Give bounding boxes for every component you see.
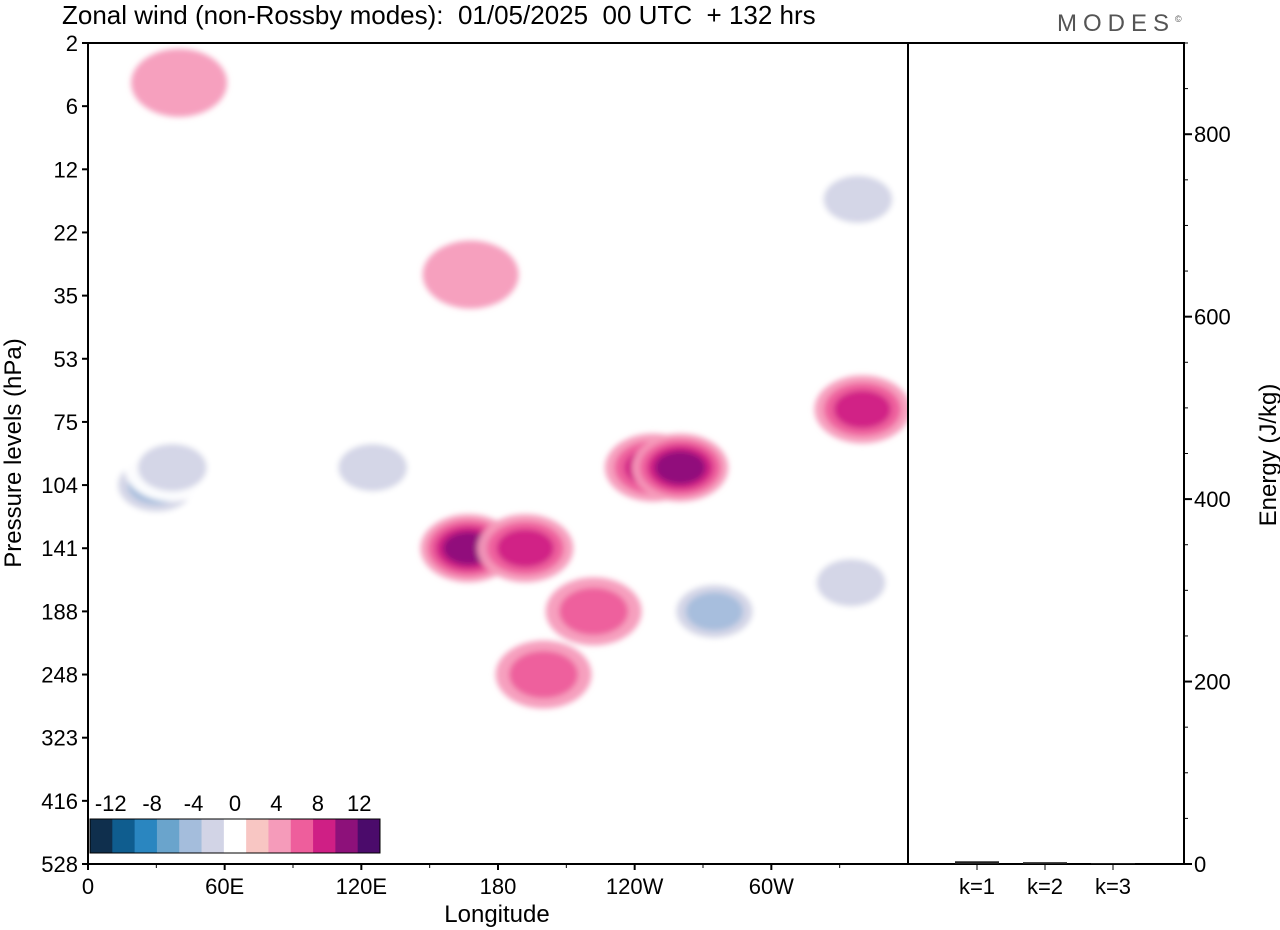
energy-bar xyxy=(1091,863,1135,865)
longitude-axis: 0 60E 120E 180 120W 60W xyxy=(82,864,841,899)
longitude-tick-label: 120W xyxy=(606,874,664,899)
chart-title: Zonal wind (non-Rossby modes): 01/05/202… xyxy=(62,0,816,30)
colorbar-swatch xyxy=(90,819,113,853)
x-axis-label: Longitude xyxy=(444,901,549,928)
wind-field xyxy=(108,48,908,709)
energy-tick-label: 800 xyxy=(1194,122,1231,147)
colorbar-border xyxy=(89,818,381,854)
wind-feature xyxy=(137,443,207,492)
pressure-tick-label: 323 xyxy=(41,726,78,751)
energy-tick-label: 400 xyxy=(1194,487,1231,512)
longitude-tick-label: 0 xyxy=(82,874,94,899)
pressure-tick-label: 35 xyxy=(54,284,78,309)
energy-tick-label: 200 xyxy=(1194,670,1231,695)
logo-text: MODES xyxy=(1057,10,1176,37)
wind-feature xyxy=(833,390,892,429)
colorbar-swatch xyxy=(313,819,336,853)
wind-feature xyxy=(823,175,893,223)
wind-feature xyxy=(685,592,743,631)
pressure-tick-label: 141 xyxy=(41,536,78,561)
energy-category-label: k=3 xyxy=(1095,874,1131,899)
pressure-tick-label: 248 xyxy=(41,663,78,688)
pressure-tick-label: 12 xyxy=(54,157,78,182)
colorbar-swatch xyxy=(335,819,359,853)
colorbar-swatch xyxy=(290,819,314,853)
energy-tick-label: 600 xyxy=(1194,305,1231,330)
pressure-tick-label: 104 xyxy=(41,473,78,498)
wind-feature xyxy=(654,450,706,485)
colorbar-swatch xyxy=(156,819,180,853)
colorbar-swatch xyxy=(134,819,158,853)
colorbar-label: 8 xyxy=(312,791,324,816)
colorbar-label: -12 xyxy=(95,791,127,816)
colorbar-label: 12 xyxy=(347,791,371,816)
longitude-tick-label: 120E xyxy=(336,874,387,899)
colorbar-swatch xyxy=(223,819,247,853)
energy-axis-label: Energy (J/kg) xyxy=(1255,384,1280,527)
wind-feature xyxy=(559,587,629,635)
colorbar-label: -8 xyxy=(142,791,162,816)
longitude-tick-label: 60E xyxy=(205,874,244,899)
longitude-tick-label: 180 xyxy=(480,874,517,899)
energy-bar xyxy=(955,861,999,864)
colorbar-swatch xyxy=(268,819,292,853)
energy-category-label: k=1 xyxy=(959,874,995,899)
pressure-tick-label: 53 xyxy=(54,347,78,372)
colorbar-swatch xyxy=(246,819,269,853)
pressure-axis: 2 6 12 22 35 53 75 104 141 188 248 323 416 528 xyxy=(41,31,88,877)
modes-logo: MODES© xyxy=(1057,10,1182,38)
wind-feature xyxy=(509,650,578,699)
wind-feature xyxy=(338,443,408,492)
wind-feature xyxy=(496,529,554,568)
pressure-tick-label: 528 xyxy=(41,852,78,877)
energy-category-label: k=2 xyxy=(1027,874,1063,899)
energy-tick-label: 0 xyxy=(1194,852,1206,877)
energy-panel: 0 200 400 600 800 k=1 k=2 k=3 xyxy=(955,42,1231,899)
colorbar-swatch xyxy=(357,819,381,853)
longitude-tick-label: 60W xyxy=(749,874,794,899)
pressure-tick-label: 22 xyxy=(54,220,78,245)
pressure-tick-label: 416 xyxy=(41,789,78,814)
wind-feature xyxy=(131,48,228,117)
pressure-tick-label: 2 xyxy=(66,31,78,56)
wind-feature xyxy=(422,240,519,309)
colorbar-label: -4 xyxy=(184,791,204,816)
colorbar-label: 4 xyxy=(270,791,282,816)
y-axis-label: Pressure levels (hPa) xyxy=(0,338,27,567)
colorbar-swatch xyxy=(179,819,203,853)
wind-feature xyxy=(816,559,886,607)
pressure-tick-label: 75 xyxy=(54,410,78,435)
colorbar: -12 -8 -4 0 4 8 12 xyxy=(89,791,381,854)
colorbar-label: 0 xyxy=(229,791,241,816)
colorbar-swatch xyxy=(201,819,225,853)
colorbar-swatch xyxy=(112,819,136,853)
pressure-tick-label: 6 xyxy=(66,94,78,119)
pressure-tick-label: 188 xyxy=(41,599,78,624)
energy-frame xyxy=(907,42,1185,865)
logo-copyright: © xyxy=(1175,14,1182,24)
energy-bar xyxy=(1023,862,1067,864)
